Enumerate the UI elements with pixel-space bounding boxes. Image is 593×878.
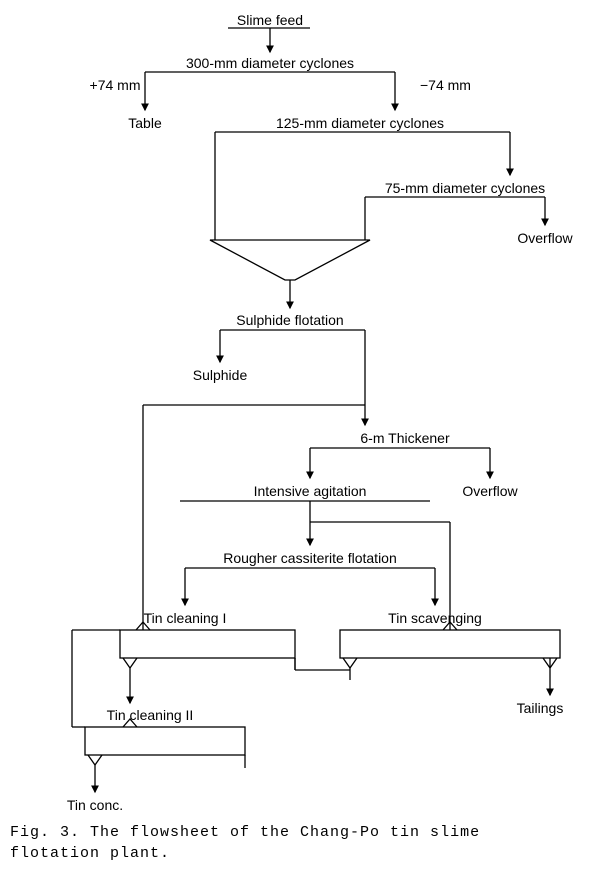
label-tailings: Tailings: [517, 700, 564, 716]
label-intensive-agitation: Intensive agitation: [254, 483, 367, 499]
label-overflow1: Overflow: [517, 230, 573, 246]
caption-line1: Fig. 3. The flowsheet of the Chang-Po ti…: [10, 824, 593, 841]
label-sulphide: Sulphide: [193, 367, 248, 383]
label-plus74: +74 mm: [90, 77, 141, 93]
caption-line2: flotation plant.: [10, 845, 593, 862]
label-slime-feed: Slime feed: [237, 12, 303, 28]
label-tin-conc: Tin conc.: [67, 797, 123, 813]
flowsheet-diagram: Slime feed 300-mm diameter cyclones +74 …: [10, 10, 583, 820]
label-sulphide-flotation: Sulphide flotation: [236, 312, 343, 328]
label-tin-cleaning2: Tin cleaning II: [107, 707, 194, 723]
label-table: Table: [128, 115, 162, 131]
label-cyclones-75: 75-mm diameter cyclones: [385, 180, 545, 196]
label-thickener: 6-m Thickener: [360, 430, 450, 446]
label-rougher: Rougher cassiterite flotation: [223, 550, 397, 566]
label-cyclones-300: 300-mm diameter cyclones: [186, 55, 354, 71]
label-overflow2: Overflow: [462, 483, 518, 499]
label-minus74: −74 mm: [420, 77, 471, 93]
label-tin-cleaning1: Tin cleaning I: [144, 610, 227, 626]
label-tin-scavenging: Tin scavenging: [388, 610, 482, 626]
label-cyclones-125: 125-mm diameter cyclones: [276, 115, 444, 131]
